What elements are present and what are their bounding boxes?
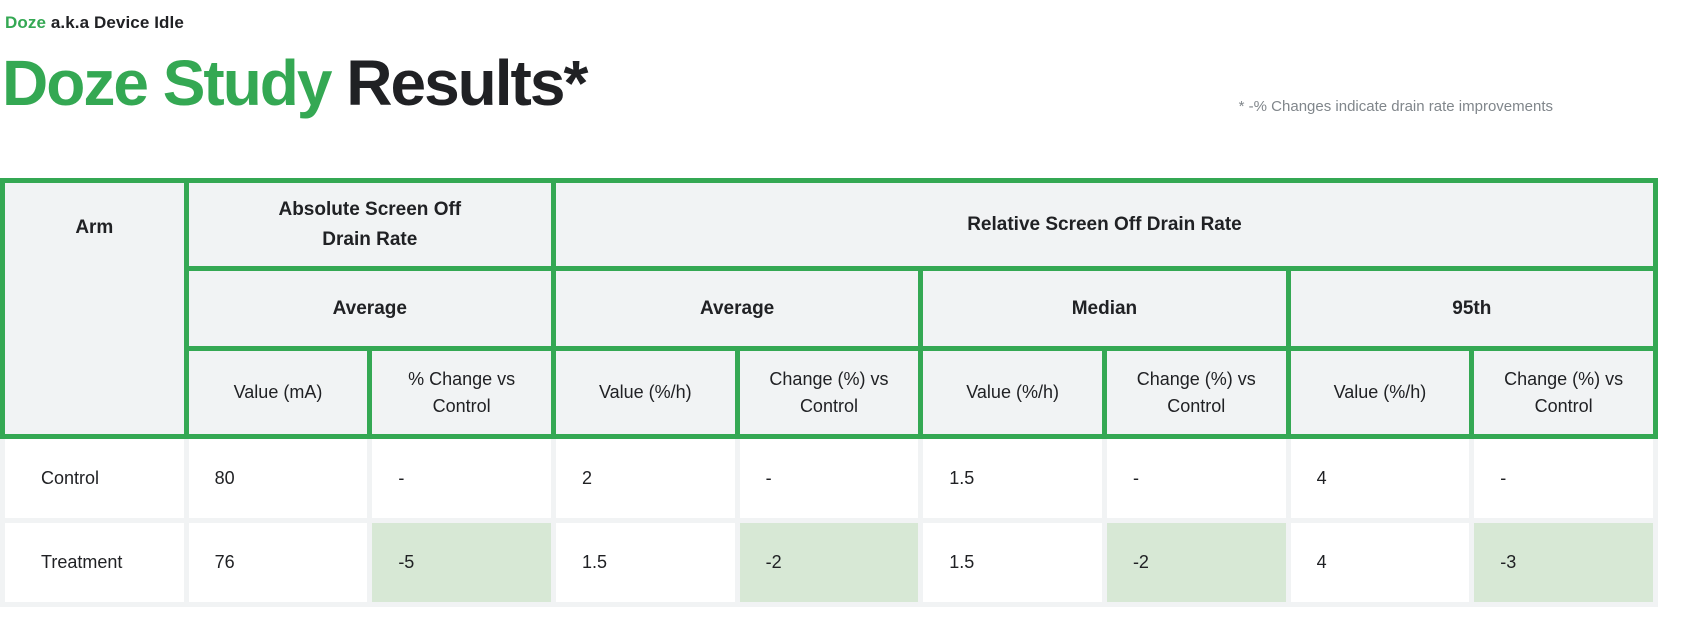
column-header-change-avg: Change (%) vs Control [734,346,924,439]
cell-treatment-value-ma: 76 [183,518,373,607]
header-row-groups: Arm Absolute Screen Off Drain Rate Relat… [0,178,1659,439]
cell-treatment-change-median: -2 [1101,518,1291,607]
subheader-relative-median: Median [918,266,1291,351]
cell-treatment-arm: Treatment [0,518,189,607]
subheader-absolute-average: Average [183,266,556,351]
cell-control-value-ma: 80 [183,434,373,523]
footnote: * -% Changes indicate drain rate improve… [1238,98,1553,115]
cell-control-change-95th: - [1469,434,1658,523]
subheader-relative-average: Average [550,266,924,351]
kicker-rest: a.k.a Device Idle [46,13,184,32]
column-header-pct-change-abs: % Change vs Control [367,346,556,439]
cell-control-value-median: 1.5 [918,434,1107,523]
header-arm: Arm [0,178,189,439]
cell-treatment-value-95th: 4 [1285,518,1475,607]
header-row-stats: Average Average Median 95th [3,266,1659,351]
cell-control-change-median: - [1101,434,1291,523]
results-table: Arm Absolute Screen Off Drain Rate Relat… [0,178,1659,607]
cell-control-change-avg: - [734,434,924,523]
column-header-value-median: Value (%/h) [918,346,1107,439]
subheader-relative-95th: 95th [1285,266,1659,351]
kicker: Doze a.k.a Device Idle [5,13,184,33]
cell-treatment-value-avg: 1.5 [550,518,740,607]
column-header-value-avg: Value (%/h) [550,346,740,439]
cell-control-value-95th: 4 [1285,434,1475,523]
column-header-value-95th: Value (%/h) [1285,346,1475,439]
page-title: Doze Study Results* [2,42,588,125]
header-group-absolute: Absolute Screen Off Drain Rate [183,178,556,271]
table-row-treatment: Treatment 76 -5 1.5 -2 1.5 -2 4 -3 [0,518,1658,607]
cell-control-arm: Control [0,434,189,523]
column-header-change-median: Change (%) vs Control [1101,346,1291,439]
cell-control-value-avg: 2 [550,434,740,523]
column-header-value-ma: Value (mA) [183,346,373,439]
cell-control-change-abs: - [367,434,556,523]
cell-treatment-change-avg: -2 [734,518,924,607]
cell-treatment-value-median: 1.5 [918,518,1107,607]
cell-treatment-change-abs: -5 [367,518,556,607]
table-row-control: Control 80 - 2 - 1.5 - 4 - [0,434,1658,523]
title-highlight: Doze Study [2,47,332,119]
title-rest: Results* [330,47,588,119]
header-group-relative: Relative Screen Off Drain Rate [550,178,1659,271]
cell-treatment-change-95th: -3 [1469,518,1658,607]
header-row-columns: Value (mA) % Change vs Control Value (%/… [3,346,1658,439]
column-header-change-95th: Change (%) vs Control [1469,346,1658,439]
kicker-highlight: Doze [5,13,47,32]
